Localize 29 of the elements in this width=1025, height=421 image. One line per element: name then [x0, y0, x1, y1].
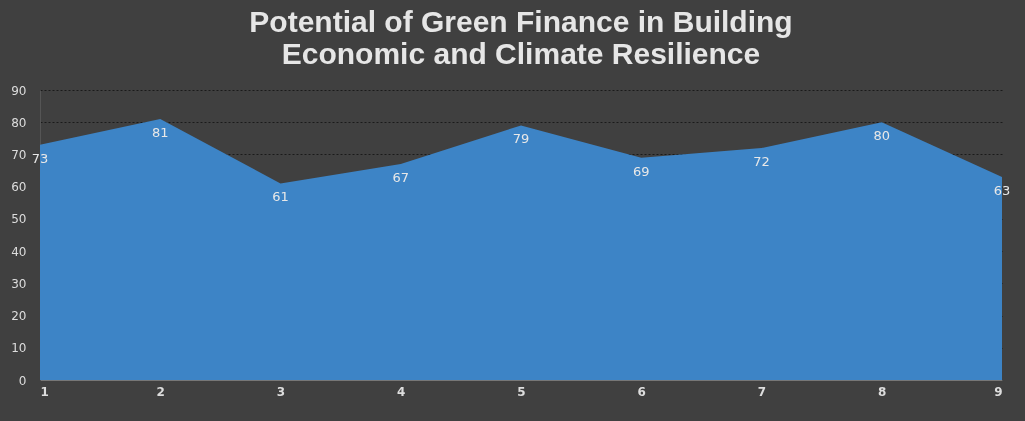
- y-tick-label: 30: [11, 276, 27, 291]
- x-tick-label: 7: [757, 384, 767, 399]
- y-tick-label: 90: [11, 83, 27, 98]
- y-tick-label: 50: [11, 212, 27, 227]
- x-tick-label: 2: [156, 384, 165, 399]
- y-tick-label: 0: [18, 373, 27, 388]
- y-tick-label: 70: [11, 147, 27, 162]
- data-label: 79: [512, 131, 530, 147]
- x-tick-label: 5: [517, 384, 526, 399]
- data-label: 73: [31, 150, 49, 166]
- x-tick-label: 8: [878, 384, 887, 399]
- data-label: 80: [873, 128, 891, 144]
- y-tick-label: 10: [11, 341, 27, 356]
- y-tick-label: 20: [11, 309, 27, 324]
- x-tick-label: 4: [397, 384, 406, 399]
- data-label: 69: [632, 163, 650, 179]
- chart-title: Potential of Green Finance in Building Economic and Climate Resilience: [249, 5, 793, 70]
- data-label: 72: [753, 154, 770, 169]
- y-tick-label: 40: [11, 244, 27, 259]
- data-label: 67: [392, 170, 410, 186]
- x-tick-label: 3: [276, 384, 286, 399]
- x-tick-label: 1: [40, 384, 49, 399]
- data-label: 81: [151, 125, 169, 140]
- x-tick-label: 9: [994, 384, 1003, 399]
- data-label: 63: [993, 183, 1011, 198]
- data-label: 61: [272, 189, 289, 205]
- x-tick-label: 6: [637, 384, 646, 399]
- y-tick-label: 80: [11, 115, 27, 130]
- y-tick-label: 60: [11, 180, 27, 195]
